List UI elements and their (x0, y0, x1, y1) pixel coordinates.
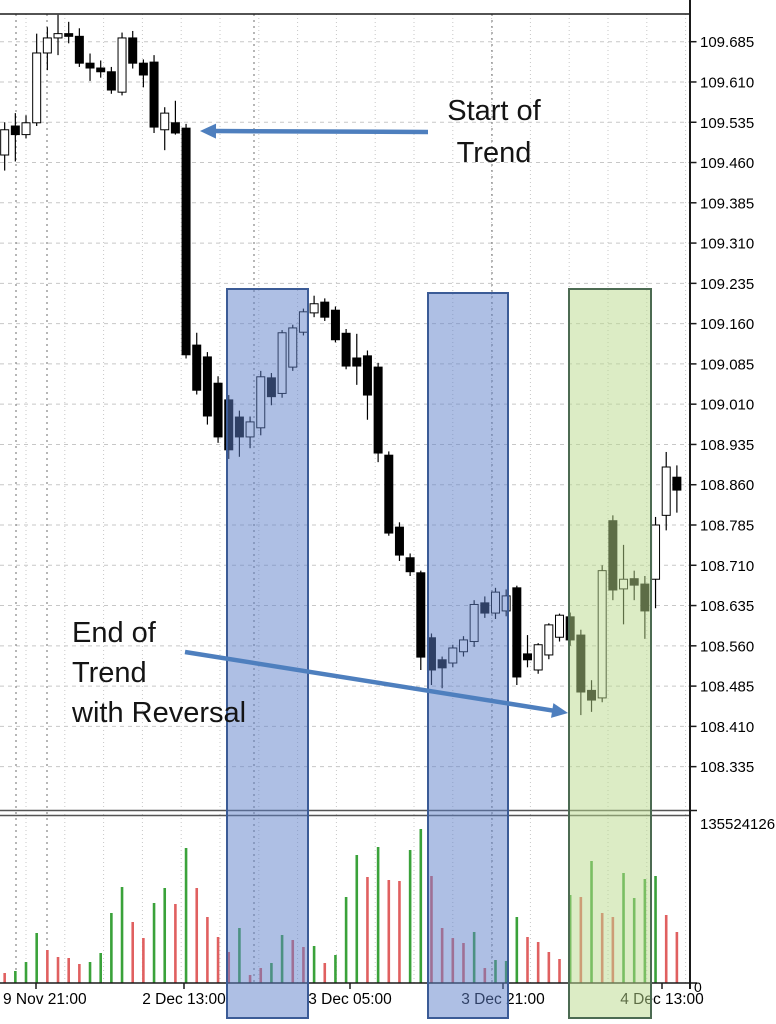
candle (128, 30, 138, 69)
highlight-zone-blue-2 (427, 292, 509, 1019)
annotation-end-line3: with Reversal (72, 697, 247, 729)
axis-label: 108.335 (700, 759, 754, 776)
candle (362, 350, 372, 420)
candle (96, 60, 106, 78)
annotation-end-line2: Trend (72, 657, 147, 689)
axis-label: 108.485 (700, 679, 754, 696)
arrow-end-of-trend (184, 649, 568, 718)
candle (533, 643, 543, 674)
axis-label: 109.085 (700, 356, 754, 373)
axis-label: 108.410 (700, 719, 754, 736)
candle (0, 122, 10, 171)
price-axis: 109.685 109.610 109.535 109.460 109.385 109.3… (690, 34, 775, 995)
annotation-start-of-trend: Start of Trend (416, 90, 572, 174)
axis-label: 9 Nov 21:00 (3, 991, 87, 1008)
axis-label: 109.460 (700, 155, 754, 172)
axis-label: 109.160 (700, 316, 754, 333)
candle (320, 298, 330, 321)
axis-label: 108.860 (700, 477, 754, 494)
candle (373, 362, 383, 463)
candle (384, 451, 394, 536)
axis-label: 109.310 (700, 236, 754, 253)
candle (10, 113, 20, 162)
candle (32, 33, 42, 127)
axis-label: 108.560 (700, 638, 754, 655)
candle (394, 522, 404, 561)
highlight-zone-blue-1 (226, 288, 309, 1019)
axis-label: 109.685 (700, 34, 754, 51)
candle (53, 14, 63, 56)
candle (523, 635, 532, 668)
candle (202, 352, 212, 425)
candle (309, 295, 319, 318)
candle (416, 570, 426, 670)
axis-label: 109.010 (700, 397, 754, 414)
candle (42, 27, 52, 71)
axis-label: 135524126 (700, 816, 775, 833)
candle (405, 553, 415, 577)
candle (138, 59, 148, 88)
candle (672, 465, 682, 513)
axis-label: 2 Dec 13:00 (142, 991, 226, 1008)
candle (330, 306, 340, 343)
annotation-start-line1: Start of (447, 95, 541, 127)
axis-label: 0 (694, 979, 702, 995)
candle (555, 613, 565, 642)
candle (85, 53, 95, 81)
candle (106, 66, 116, 94)
candle (181, 123, 191, 359)
annotation-end-line1: End of (72, 617, 156, 649)
candle (149, 55, 159, 133)
candle (661, 451, 671, 531)
annotation-start-line2: Trend (456, 137, 532, 169)
axis-label: 108.635 (700, 598, 754, 615)
axis-label: 109.385 (700, 195, 754, 212)
candle (352, 333, 362, 385)
axis-label: 108.785 (700, 518, 754, 535)
candle (117, 32, 127, 96)
candle (213, 376, 223, 443)
axis-label: 109.610 (700, 74, 754, 91)
axis-label: 109.235 (700, 276, 754, 293)
candle (64, 21, 74, 44)
axis-label: 108.935 (700, 437, 754, 454)
highlight-zones-layer (226, 288, 652, 1019)
candle (160, 107, 170, 151)
candle (512, 585, 522, 686)
axis-label: 109.535 (700, 115, 754, 132)
candle (544, 623, 554, 660)
candle (170, 100, 180, 135)
candle (192, 332, 202, 395)
candle (74, 28, 84, 67)
annotation-end-of-trend: End of Trend with Reversal (72, 613, 246, 733)
arrow-start-of-trend (200, 123, 429, 139)
axis-label: 108.710 (700, 558, 754, 575)
axis-label: 3 Dec 05:00 (308, 991, 392, 1008)
candle (21, 115, 31, 139)
highlight-zone-green (568, 288, 652, 1019)
candle (341, 328, 351, 370)
